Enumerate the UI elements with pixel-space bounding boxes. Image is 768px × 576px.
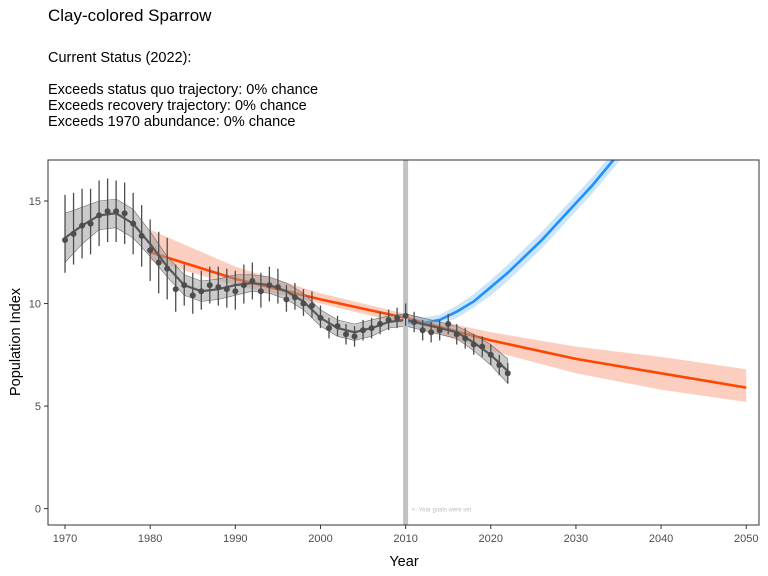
observed-point bbox=[257, 288, 264, 295]
axes: 1970 1980 1990 2000 2010 2020 2030 2040 2050 0 5 10… bbox=[29, 196, 759, 545]
status-quo-band bbox=[150, 229, 747, 402]
observed-point bbox=[470, 341, 477, 348]
observed-point bbox=[113, 208, 120, 215]
observed-point bbox=[87, 220, 94, 227]
observed-point bbox=[325, 325, 332, 332]
chart-title: Clay-colored Sparrow bbox=[48, 6, 212, 25]
goal-year-annotation: <- Year goals were set bbox=[412, 508, 472, 514]
observed-point bbox=[283, 296, 290, 303]
observed-point bbox=[453, 331, 460, 338]
observed-point bbox=[181, 282, 188, 289]
x-tick-label: 2000 bbox=[308, 533, 332, 545]
observed-point bbox=[504, 370, 511, 377]
status-block: Current Status (2022): Exceeds status qu… bbox=[48, 50, 318, 130]
observed-point bbox=[479, 343, 486, 350]
observed-point bbox=[291, 294, 298, 301]
y-axis-title: Population Index bbox=[8, 287, 24, 396]
observed-point bbox=[189, 292, 196, 299]
observed-point bbox=[317, 314, 324, 321]
observed-point bbox=[121, 210, 128, 217]
x-tick-label: 2020 bbox=[479, 533, 503, 545]
observed-point bbox=[334, 323, 341, 330]
observed-point bbox=[206, 282, 213, 289]
observed-point bbox=[394, 314, 401, 321]
observed-point bbox=[138, 232, 145, 239]
observed-point bbox=[419, 327, 426, 334]
y-tick-label: 10 bbox=[29, 299, 41, 311]
observed-point bbox=[436, 327, 443, 334]
x-tick-label: 1990 bbox=[223, 533, 247, 545]
observed-point bbox=[266, 282, 273, 289]
observed-point bbox=[343, 331, 350, 338]
observed-point bbox=[445, 321, 452, 328]
observed-point bbox=[104, 208, 111, 215]
observed-point bbox=[147, 247, 154, 254]
observed-point bbox=[164, 265, 171, 272]
observed-point bbox=[428, 329, 435, 336]
x-tick-label: 1970 bbox=[53, 533, 77, 545]
plot-area: <- Year goals were set bbox=[62, 160, 747, 525]
y-tick-label: 0 bbox=[35, 504, 41, 516]
recovery-line bbox=[405, 160, 616, 325]
observed-point bbox=[198, 288, 205, 295]
observed-point bbox=[377, 321, 384, 328]
y-tick-label: 5 bbox=[35, 401, 41, 413]
x-tick-label: 2010 bbox=[393, 533, 417, 545]
observed-point bbox=[79, 222, 86, 229]
observed-point bbox=[360, 327, 367, 334]
observed-point bbox=[62, 236, 69, 243]
observed-point bbox=[240, 282, 247, 289]
observed-point bbox=[308, 302, 315, 309]
observed-point bbox=[223, 286, 230, 293]
observed-point bbox=[232, 288, 239, 295]
observed-point bbox=[155, 259, 162, 266]
observed-point bbox=[351, 333, 358, 340]
status-line-1970: Exceeds 1970 abundance: 0% chance bbox=[48, 114, 296, 130]
y-tick-label: 15 bbox=[29, 196, 41, 208]
x-tick-label: 2030 bbox=[564, 533, 588, 545]
observed-point bbox=[172, 286, 179, 293]
observed-point bbox=[402, 312, 409, 319]
status-line-recovery: Exceeds recovery trajectory: 0% chance bbox=[48, 98, 307, 114]
x-tick-label: 2040 bbox=[649, 533, 673, 545]
observed-point bbox=[462, 335, 469, 342]
x-axis-title: Year bbox=[389, 554, 418, 570]
status-line-status-quo: Exceeds status quo trajectory: 0% chance bbox=[48, 82, 319, 98]
observed-point bbox=[96, 212, 103, 219]
observed-point bbox=[70, 230, 77, 237]
observed-point bbox=[368, 325, 375, 332]
status-heading: Current Status (2022): bbox=[48, 50, 192, 66]
observed-point bbox=[496, 362, 503, 369]
observed-point bbox=[411, 318, 418, 325]
observed-point bbox=[215, 284, 222, 291]
recovery-band bbox=[405, 160, 621, 328]
x-tick-label: 1980 bbox=[138, 533, 162, 545]
observed-point bbox=[249, 277, 256, 284]
observed-point bbox=[487, 351, 494, 358]
observed-point bbox=[385, 316, 392, 323]
plot-border bbox=[47, 159, 760, 526]
observed-point bbox=[274, 284, 281, 291]
observed-point bbox=[130, 220, 137, 227]
observed-point bbox=[300, 300, 307, 307]
x-tick-label: 2050 bbox=[734, 533, 758, 545]
